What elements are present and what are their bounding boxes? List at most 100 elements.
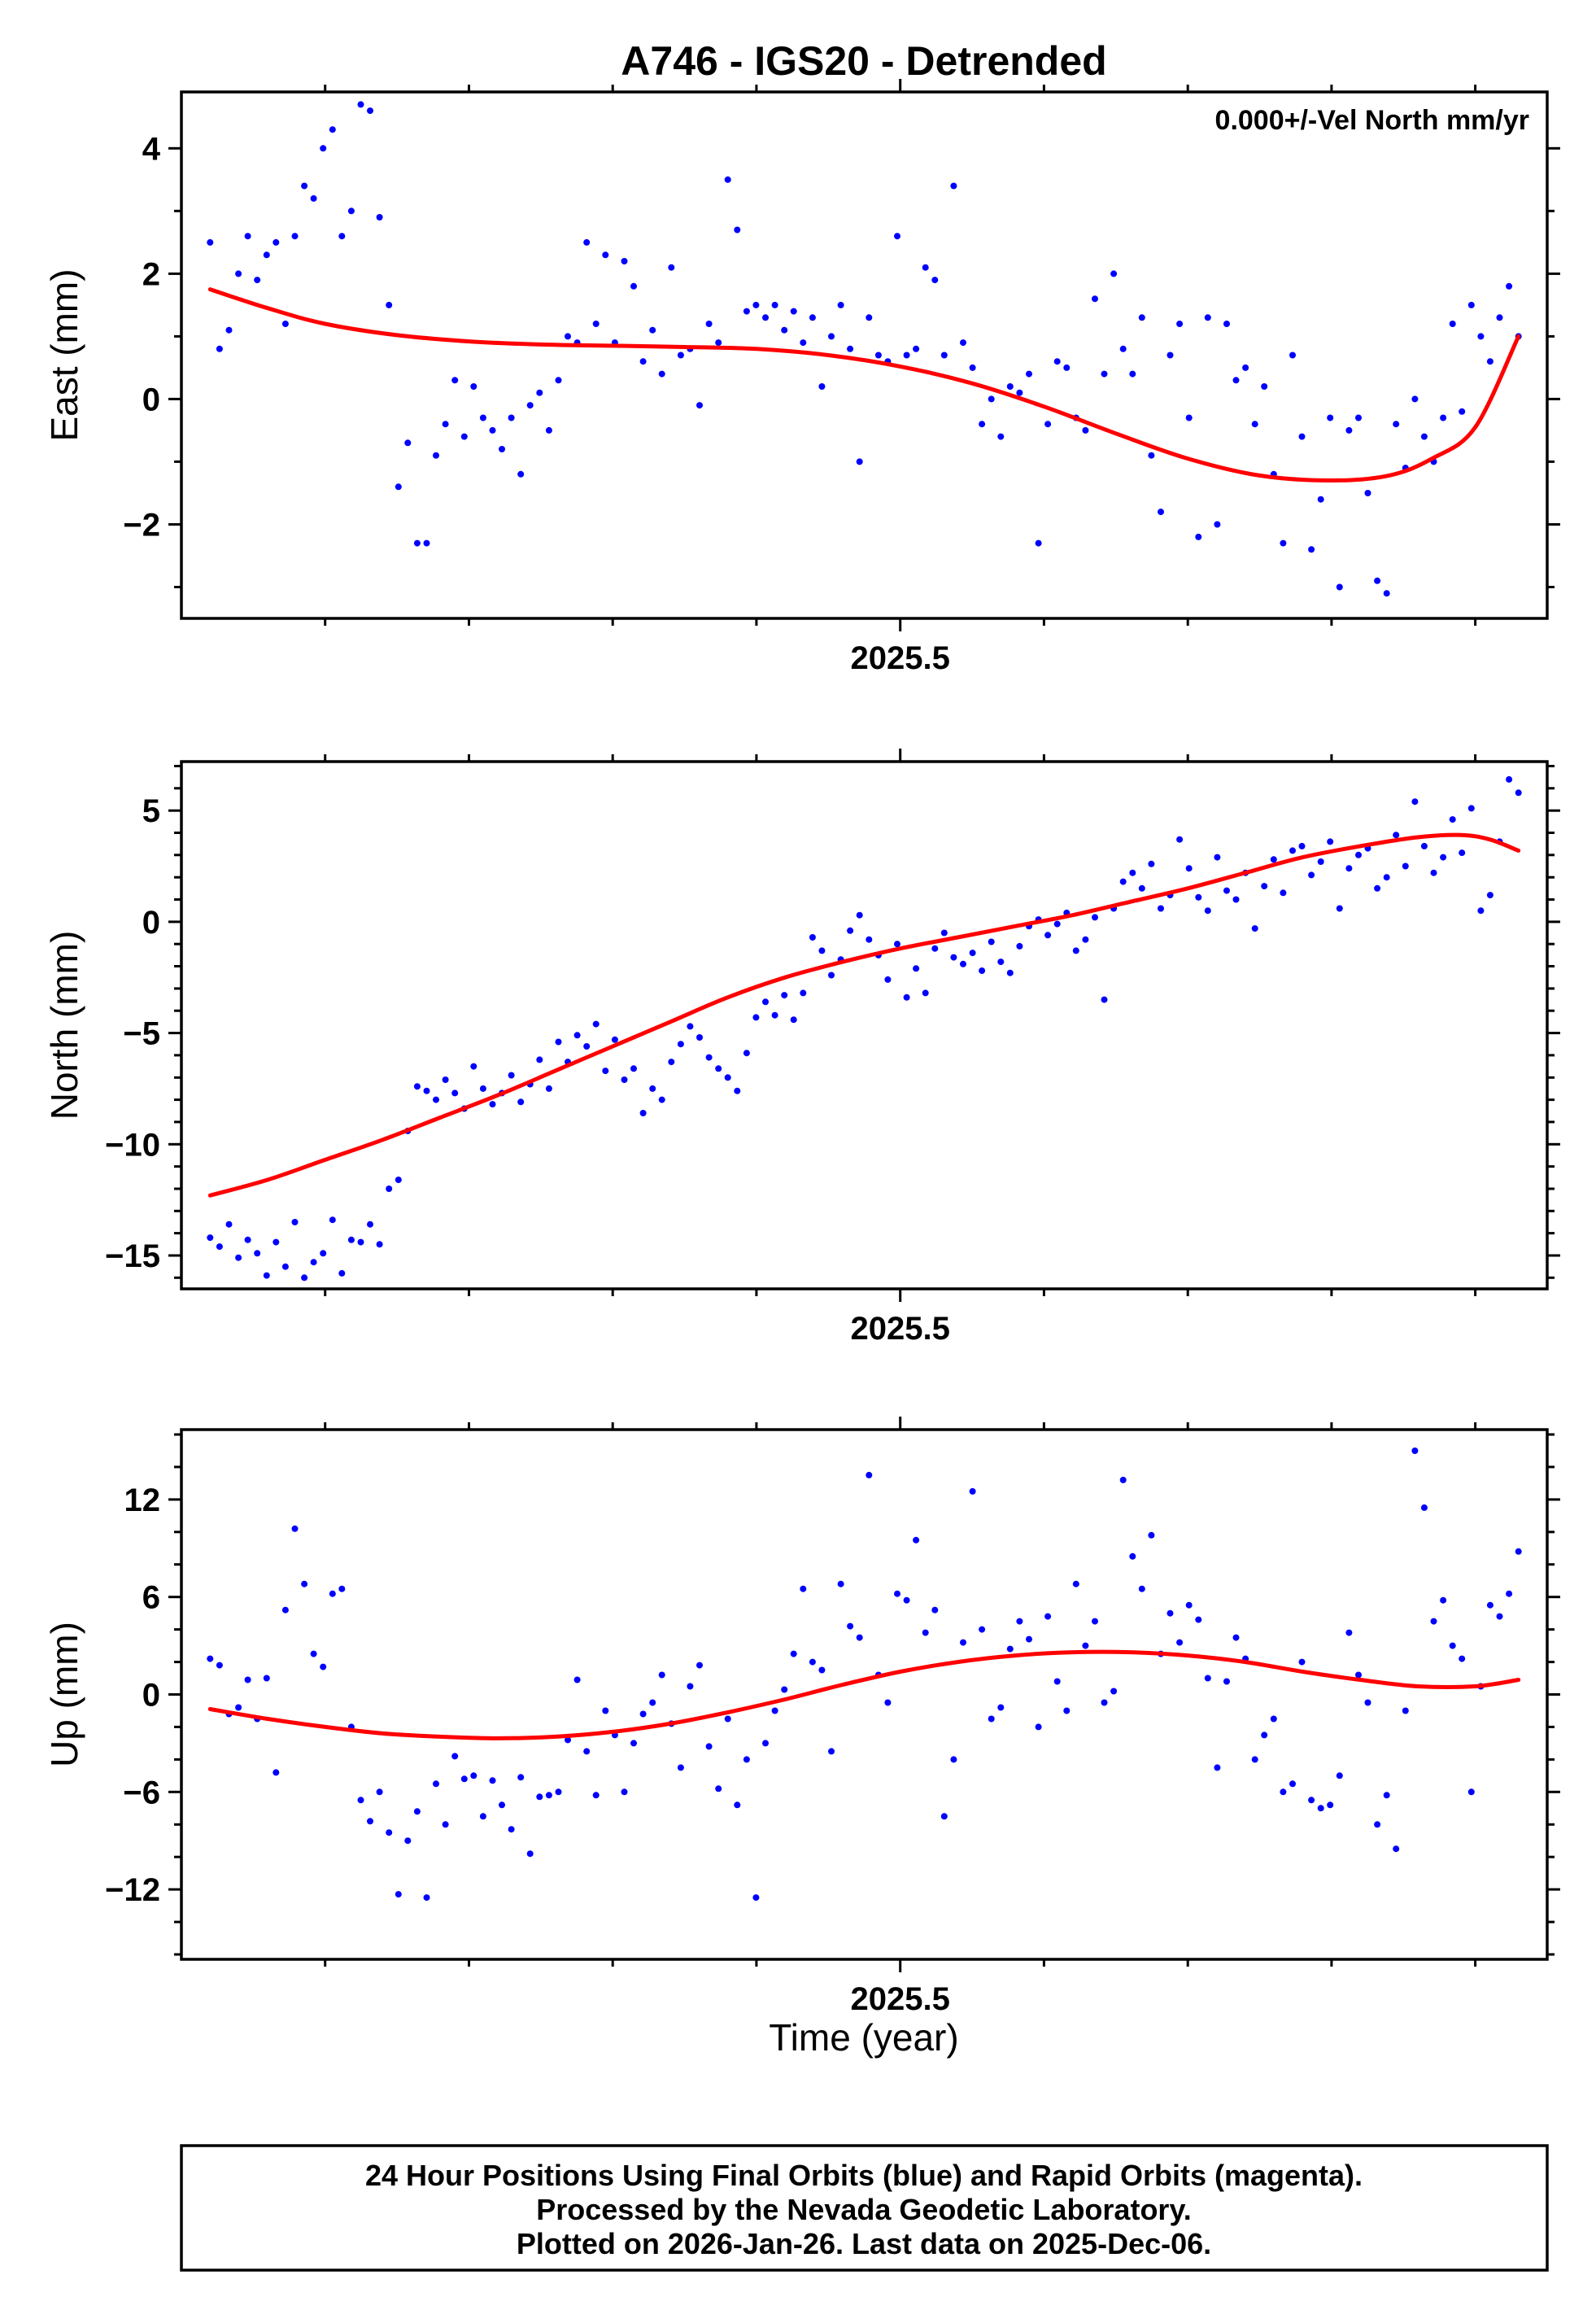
scatter-point: [800, 339, 807, 347]
scatter-point: [460, 433, 468, 440]
scatter-point: [1176, 836, 1184, 843]
scatter-point: [762, 1740, 769, 1747]
scatter-point: [705, 1054, 713, 1061]
scatter-point: [988, 938, 995, 945]
scatter-point: [1515, 789, 1522, 797]
y-tick-label: 5: [142, 793, 160, 829]
scatter-point: [1053, 1678, 1061, 1685]
scatter-point: [301, 1580, 308, 1587]
scatter-point: [545, 1085, 552, 1092]
scatter-point: [470, 1772, 477, 1779]
scatter-point: [1195, 533, 1202, 540]
scatter-point: [1355, 414, 1362, 421]
scatter-point: [235, 270, 242, 277]
scatter-point: [1298, 1658, 1306, 1666]
trend-line: [207, 832, 1521, 1198]
scatter-point: [1486, 1601, 1494, 1609]
footer-line-3: Plotted on 2026-Jan-26. Last data on 202…: [517, 2227, 1211, 2260]
scatter-point: [216, 1243, 223, 1251]
scatter-point: [743, 308, 750, 315]
scatter-point: [376, 214, 383, 221]
scatter-point: [1506, 1590, 1513, 1597]
y-tick-label: −5: [123, 1016, 160, 1052]
scatter-point: [677, 1764, 684, 1771]
scatter-point: [884, 976, 892, 983]
y-tick-label: −12: [105, 1872, 160, 1908]
scatter-point: [1044, 421, 1052, 428]
x-tick-label: 2025.5: [851, 1311, 950, 1347]
y-tick-label: 6: [142, 1580, 160, 1616]
scatter-point: [1270, 856, 1277, 863]
scatter-point: [1176, 321, 1184, 327]
scatter-point: [347, 1236, 355, 1243]
scatter-point: [1110, 1688, 1118, 1695]
scatter-point: [997, 958, 1005, 966]
scatter-point: [1158, 509, 1164, 516]
scatter-point: [1092, 914, 1098, 921]
scatter-point: [470, 383, 477, 390]
scatter-point: [1411, 395, 1419, 403]
scatter-point: [874, 352, 882, 359]
scatter-point: [1440, 1596, 1447, 1604]
scatter-point: [1355, 1671, 1362, 1679]
scatter-point: [1166, 1609, 1174, 1617]
scatter-point: [903, 1596, 910, 1604]
scatter-point: [630, 1740, 637, 1747]
scatter-point: [413, 1808, 421, 1815]
scatter-point: [1374, 884, 1381, 892]
scatter-point: [1148, 452, 1155, 459]
scatter-point: [781, 326, 788, 334]
scatter-point: [1345, 1629, 1353, 1636]
scatter-point: [1148, 1531, 1155, 1539]
scatter-point: [734, 1801, 741, 1809]
scatter-point: [809, 1658, 816, 1666]
y-tick-label: −6: [123, 1775, 160, 1810]
scatter-point: [752, 301, 760, 308]
scatter-point: [347, 207, 355, 215]
scatter-point: [950, 182, 957, 190]
scatter-point: [724, 1074, 731, 1081]
x-axis-title: Time (year): [769, 2016, 958, 2059]
scatter-point: [442, 421, 449, 428]
scatter-point: [1289, 1780, 1296, 1788]
scatter-point: [291, 1525, 299, 1532]
scatter-point: [630, 1065, 637, 1072]
scatter-point: [1449, 816, 1456, 823]
scatter-point: [668, 1059, 675, 1066]
scatter-point: [1411, 1448, 1419, 1454]
scatter-point: [1223, 887, 1230, 894]
scatter-point: [489, 1101, 496, 1108]
scatter-point: [1459, 849, 1466, 857]
scatter-point: [310, 1259, 317, 1266]
scatter-point: [1440, 414, 1447, 421]
scatter-point: [800, 1585, 807, 1592]
scatter-point: [451, 1089, 459, 1097]
scatter-point: [979, 1626, 986, 1633]
scatter-point: [658, 1671, 665, 1679]
scatter-point: [940, 1813, 948, 1820]
scatter-point: [1355, 851, 1362, 858]
scatter-point: [1420, 842, 1428, 849]
scatter-point: [536, 389, 543, 396]
scatter-point: [1383, 1792, 1390, 1799]
scatter-point: [950, 954, 957, 961]
y-tick-label: −15: [105, 1238, 160, 1274]
scatter-point: [1242, 364, 1249, 371]
scatter-point: [847, 927, 854, 934]
scatter-point: [1308, 1797, 1315, 1804]
scatter-point: [931, 1606, 939, 1614]
scatter-point: [1449, 1642, 1456, 1649]
y-axis-title-north: North (mm): [43, 931, 85, 1120]
scatter-point: [649, 1699, 656, 1706]
scatter-point: [856, 911, 863, 919]
figure-title: A746 - IGS20 - Detrended: [621, 38, 1106, 84]
scatter-point: [583, 1043, 591, 1050]
y-axis-title-east: East (mm): [43, 269, 85, 441]
scatter-point: [1251, 421, 1258, 428]
scatter-point: [630, 282, 637, 290]
scatter-point: [1223, 1678, 1230, 1685]
scatter-point: [969, 364, 976, 371]
scatter-point: [1308, 546, 1315, 553]
scatter-point: [1082, 426, 1089, 434]
